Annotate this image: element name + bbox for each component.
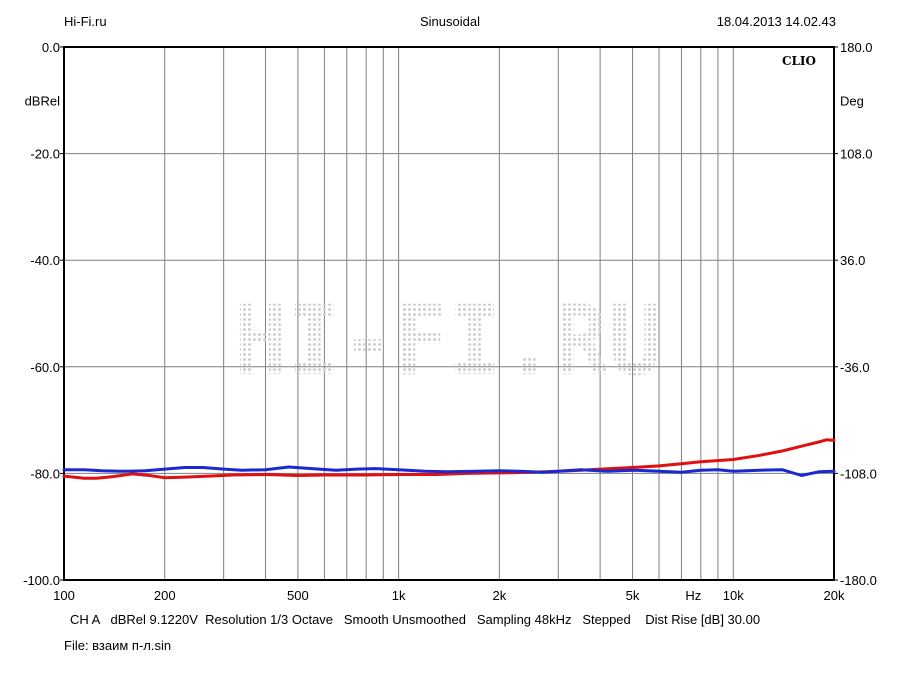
series-line-2: [62, 465, 836, 477]
y-tick-label: 0.0: [42, 40, 60, 55]
y-axis-label: dBRel: [25, 93, 61, 108]
y2-tick-label: -36.0: [840, 360, 870, 375]
y-tick-label: -80.0: [30, 466, 60, 481]
y-tick-label: -20.0: [30, 147, 60, 162]
x-tick-label: 2k: [493, 588, 507, 603]
y2-tick-label: 108.0: [840, 147, 873, 162]
x-tick-label: 5k: [626, 588, 640, 603]
x-tick-label: 500: [287, 588, 309, 603]
y2-axis-label: Deg: [840, 93, 864, 108]
header-center: Sinusoidal: [420, 14, 480, 29]
x-tick-label: 1k: [392, 588, 406, 603]
watermark-logo: HI-FI.RU: [232, 285, 664, 397]
y2-tick-label: -108.0: [840, 466, 877, 481]
y-tick-label: -60.0: [30, 360, 60, 375]
header-left: Hi-Fi.ru: [64, 14, 107, 29]
x-tick-label: 20k: [824, 588, 845, 603]
y-tick-label: -100.0: [23, 573, 60, 588]
footer-file-line: File: взаим п-л.sin: [64, 638, 172, 653]
plot-area: [64, 47, 834, 580]
series-line-1: [62, 438, 836, 480]
brand-label: CLIO: [782, 54, 816, 68]
footer-settings-line: CH A dBRel 9.1220V Resolution 1/3 Octave…: [70, 612, 761, 627]
plot-frame: [63, 46, 835, 581]
x-tick-label: 100: [53, 588, 75, 603]
header-right: 18.04.2013 14.02.43: [716, 14, 836, 29]
y2-tick-label: -180.0: [840, 573, 877, 588]
y2-tick-label: 36.0: [840, 253, 865, 268]
x-tick-label: 10k: [723, 588, 744, 603]
x-tick-label: 200: [154, 588, 176, 603]
y2-tick-label: 180.0: [840, 40, 873, 55]
watermark-text: HI-FI.RU: [234, 292, 662, 382]
y-tick-label: -40.0: [30, 253, 60, 268]
x-unit-label: Hz: [685, 588, 701, 603]
